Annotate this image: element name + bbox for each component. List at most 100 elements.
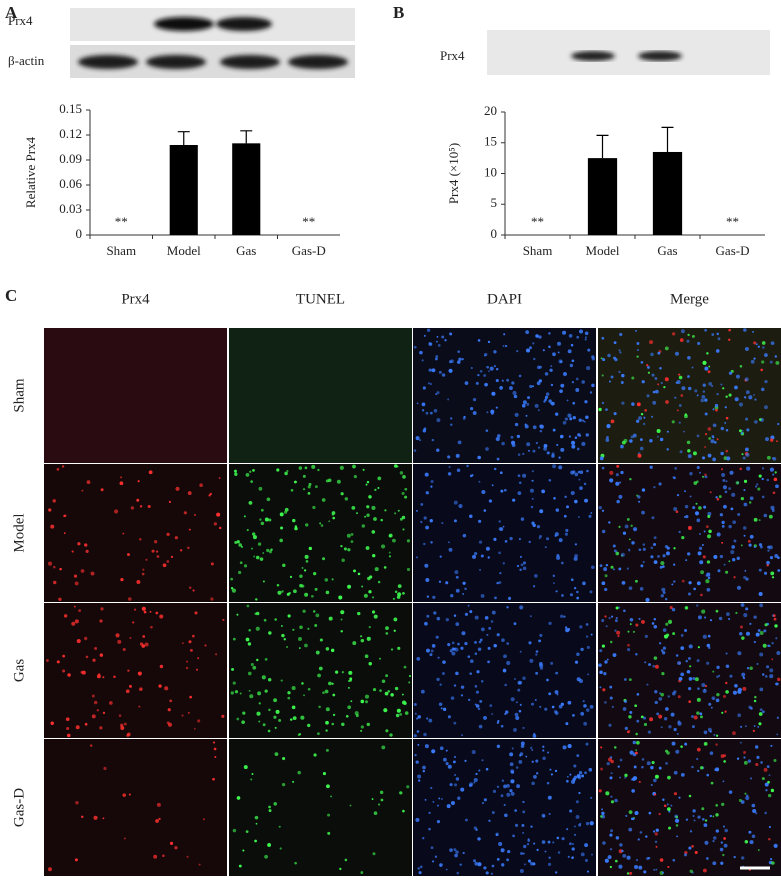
cell <box>683 516 686 518</box>
cell <box>255 822 258 825</box>
cell <box>402 528 405 531</box>
cell <box>613 356 616 360</box>
cell <box>598 407 602 412</box>
cell <box>454 774 457 777</box>
cell <box>647 366 650 369</box>
cell <box>735 611 738 615</box>
cell <box>675 654 679 657</box>
cell <box>364 694 370 699</box>
cell <box>213 522 217 526</box>
cell <box>715 734 719 737</box>
cell <box>233 469 237 473</box>
cell <box>432 860 435 863</box>
cell <box>153 540 158 544</box>
cell <box>610 419 615 424</box>
cell <box>253 555 256 558</box>
cell <box>287 614 291 618</box>
cell <box>599 564 603 568</box>
cell <box>50 524 55 529</box>
cell <box>731 545 736 549</box>
cell <box>127 553 130 556</box>
cell <box>566 779 569 783</box>
panel-label: B <box>393 3 404 22</box>
cell <box>618 349 621 352</box>
cell <box>426 595 430 598</box>
cell <box>503 333 506 336</box>
cell <box>757 629 761 632</box>
cell <box>251 772 254 775</box>
cell <box>665 622 669 626</box>
cell <box>743 328 747 332</box>
cell <box>490 620 494 623</box>
cell <box>640 715 644 719</box>
cell <box>614 629 617 632</box>
cell <box>602 358 606 362</box>
cell <box>585 821 590 826</box>
cell <box>606 658 609 661</box>
cell <box>518 481 522 485</box>
cell <box>344 497 349 501</box>
cell <box>646 683 649 686</box>
cell <box>607 855 612 860</box>
cell <box>467 604 470 607</box>
cell <box>716 392 719 396</box>
cell <box>392 597 395 600</box>
cell <box>641 510 645 515</box>
cell <box>552 352 556 357</box>
cell <box>776 422 780 426</box>
cell <box>490 872 494 876</box>
cell <box>156 802 161 807</box>
cell <box>350 532 354 536</box>
cell <box>548 399 552 403</box>
cell <box>417 867 420 870</box>
cell <box>445 581 449 585</box>
cell <box>619 776 622 779</box>
cell <box>717 337 721 341</box>
cell <box>347 584 352 589</box>
cell <box>496 721 499 724</box>
cell <box>192 634 195 638</box>
cell <box>453 500 458 505</box>
cell <box>142 635 146 638</box>
cell <box>155 819 159 823</box>
cell <box>636 740 640 745</box>
cell <box>768 838 771 841</box>
cell <box>618 525 621 528</box>
cell <box>436 391 440 395</box>
cell <box>198 863 201 866</box>
cell <box>480 627 485 632</box>
cell <box>512 390 517 396</box>
panel-label: C <box>5 286 17 305</box>
cell <box>591 853 593 856</box>
cell <box>688 581 692 585</box>
cell <box>319 638 323 642</box>
cell <box>242 711 246 715</box>
cell <box>667 695 670 698</box>
cell <box>450 333 453 336</box>
cell <box>585 433 589 437</box>
cell <box>194 611 198 615</box>
cell <box>613 412 617 416</box>
blot-bands <box>78 17 348 69</box>
cell <box>740 725 743 728</box>
cell <box>532 425 537 430</box>
cell <box>430 786 433 790</box>
cell <box>664 346 669 351</box>
cell <box>518 374 522 378</box>
cell <box>548 813 551 815</box>
cell <box>715 743 718 746</box>
cell <box>430 649 434 653</box>
cell <box>728 790 733 794</box>
cell <box>551 705 555 709</box>
cell <box>664 597 668 601</box>
cell <box>661 871 664 874</box>
cell <box>96 709 99 712</box>
cell <box>739 631 743 636</box>
cell <box>292 628 295 631</box>
cell <box>438 370 442 374</box>
cell <box>484 616 489 620</box>
row-header: Gas-D <box>11 788 27 827</box>
cell <box>515 715 520 721</box>
cell <box>766 560 770 565</box>
